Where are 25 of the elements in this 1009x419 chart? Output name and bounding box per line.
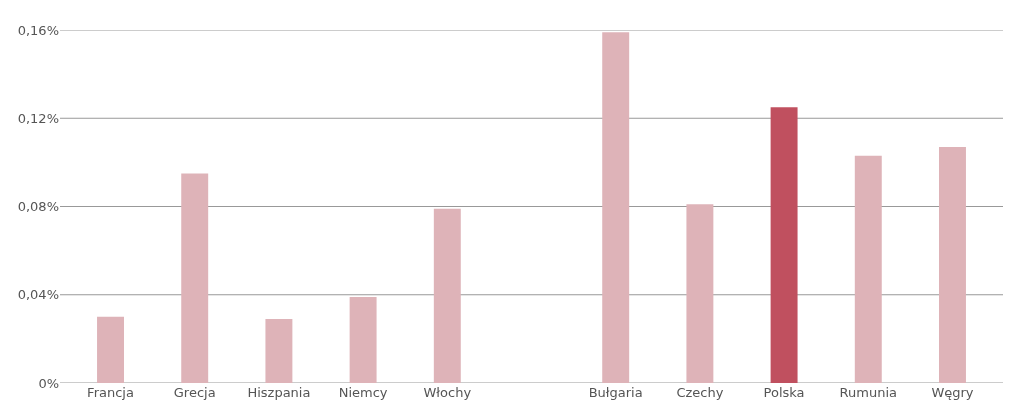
bar <box>97 316 124 383</box>
x-tick-label: Grecja <box>173 385 216 400</box>
y-tick-label: 0,12% <box>17 110 59 126</box>
bar <box>602 32 630 383</box>
x-tick-label: Rumunia <box>839 385 897 400</box>
bar <box>854 155 882 383</box>
x-tick-label: Francja <box>87 385 134 400</box>
bar <box>770 107 798 383</box>
bar <box>265 319 293 383</box>
x-tick-label: Hiszpania <box>247 385 311 400</box>
x-tick-label: Bułgaria <box>588 385 643 400</box>
bar <box>939 146 966 383</box>
y-tick-label: 0% <box>38 375 59 391</box>
x-tick-label: Polska <box>763 385 805 400</box>
bar <box>686 204 714 383</box>
y-tick-label: 0,16% <box>17 22 59 38</box>
x-tick-label: Czechy <box>676 385 724 400</box>
y-tick-label: 0,04% <box>17 287 59 303</box>
x-tick-label: Niemcy <box>338 385 388 400</box>
y-tick-label: 0,08% <box>17 199 59 215</box>
bar <box>433 208 461 383</box>
x-tick-label: Włochy <box>423 385 472 400</box>
x-tick-label: Węgry <box>931 385 974 400</box>
bar <box>349 296 377 383</box>
bar <box>181 173 209 383</box>
